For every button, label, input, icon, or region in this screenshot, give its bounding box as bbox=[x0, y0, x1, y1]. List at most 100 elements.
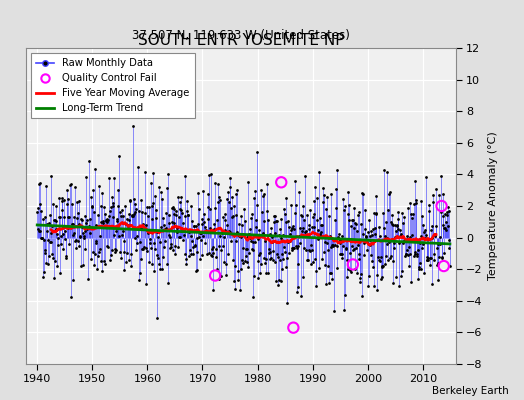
Point bbox=[300, 245, 308, 252]
Point bbox=[255, 252, 264, 259]
Point bbox=[209, 250, 217, 257]
Point bbox=[298, 228, 306, 234]
Point bbox=[356, 274, 364, 281]
Point bbox=[282, 219, 290, 225]
Point bbox=[114, 186, 123, 193]
Point bbox=[86, 216, 94, 222]
Point bbox=[257, 187, 266, 193]
Point bbox=[350, 246, 358, 252]
Point bbox=[309, 211, 318, 218]
Point bbox=[36, 201, 45, 208]
Point bbox=[220, 227, 228, 234]
Point bbox=[345, 217, 354, 223]
Point bbox=[126, 198, 135, 204]
Point bbox=[46, 230, 54, 237]
Point bbox=[36, 180, 44, 186]
Point bbox=[319, 184, 327, 191]
Point bbox=[248, 246, 256, 252]
Point bbox=[413, 253, 421, 260]
Point bbox=[247, 211, 256, 218]
Point bbox=[154, 234, 162, 240]
Point bbox=[105, 212, 114, 219]
Point bbox=[435, 192, 443, 198]
Point bbox=[437, 172, 445, 179]
Point bbox=[266, 231, 275, 238]
Point bbox=[39, 268, 48, 275]
Point bbox=[176, 199, 184, 205]
Point bbox=[282, 194, 291, 201]
Point bbox=[166, 234, 174, 240]
Point bbox=[439, 212, 447, 219]
Point bbox=[344, 189, 352, 195]
Point bbox=[241, 258, 249, 264]
Point bbox=[440, 250, 449, 256]
Point bbox=[209, 287, 217, 293]
Point bbox=[390, 245, 398, 251]
Point bbox=[58, 198, 67, 204]
Point bbox=[233, 229, 241, 235]
Point bbox=[357, 271, 366, 278]
Point bbox=[370, 224, 379, 231]
Point bbox=[197, 237, 205, 244]
Point bbox=[203, 229, 211, 235]
Point bbox=[364, 229, 372, 235]
Point bbox=[380, 224, 388, 231]
Point bbox=[311, 255, 320, 262]
Point bbox=[60, 214, 68, 220]
Point bbox=[77, 216, 85, 222]
Point bbox=[198, 252, 206, 258]
Point bbox=[124, 257, 133, 263]
Point bbox=[146, 236, 154, 242]
Point bbox=[214, 243, 223, 249]
Point bbox=[371, 230, 379, 237]
Point bbox=[165, 220, 173, 227]
Point bbox=[179, 232, 188, 238]
Point bbox=[272, 218, 280, 224]
Point bbox=[250, 195, 258, 202]
Point bbox=[62, 255, 70, 262]
Point bbox=[399, 238, 408, 244]
Point bbox=[219, 242, 227, 249]
Point bbox=[150, 240, 158, 246]
Point bbox=[177, 206, 185, 213]
Point bbox=[276, 216, 285, 222]
Point bbox=[420, 229, 429, 236]
Point bbox=[249, 239, 257, 246]
Point bbox=[90, 209, 99, 215]
Point bbox=[55, 214, 63, 220]
Point bbox=[179, 237, 187, 243]
Point bbox=[375, 224, 383, 230]
Point bbox=[44, 237, 52, 243]
Point bbox=[205, 172, 213, 178]
Point bbox=[101, 211, 110, 217]
Point bbox=[164, 280, 172, 287]
Point bbox=[423, 254, 431, 260]
Point bbox=[140, 169, 149, 176]
Point bbox=[287, 226, 295, 233]
Point bbox=[313, 194, 321, 201]
Point bbox=[34, 204, 42, 211]
Point bbox=[201, 224, 210, 230]
Point bbox=[391, 274, 400, 280]
Point bbox=[35, 228, 43, 234]
Point bbox=[245, 250, 254, 257]
Point bbox=[68, 232, 77, 238]
Point bbox=[151, 246, 159, 252]
Point bbox=[40, 237, 48, 244]
Point bbox=[90, 262, 98, 268]
Point bbox=[355, 208, 363, 215]
Point bbox=[407, 279, 416, 285]
Point bbox=[60, 197, 69, 203]
Point bbox=[181, 250, 189, 257]
Point bbox=[53, 262, 62, 269]
Point bbox=[405, 244, 413, 250]
Point bbox=[283, 218, 292, 224]
Point bbox=[139, 246, 147, 253]
Point bbox=[220, 259, 228, 265]
Point bbox=[195, 234, 203, 240]
Point bbox=[296, 240, 304, 246]
Point bbox=[268, 234, 276, 240]
Point bbox=[424, 257, 432, 263]
Point bbox=[308, 246, 316, 253]
Point bbox=[192, 267, 201, 273]
